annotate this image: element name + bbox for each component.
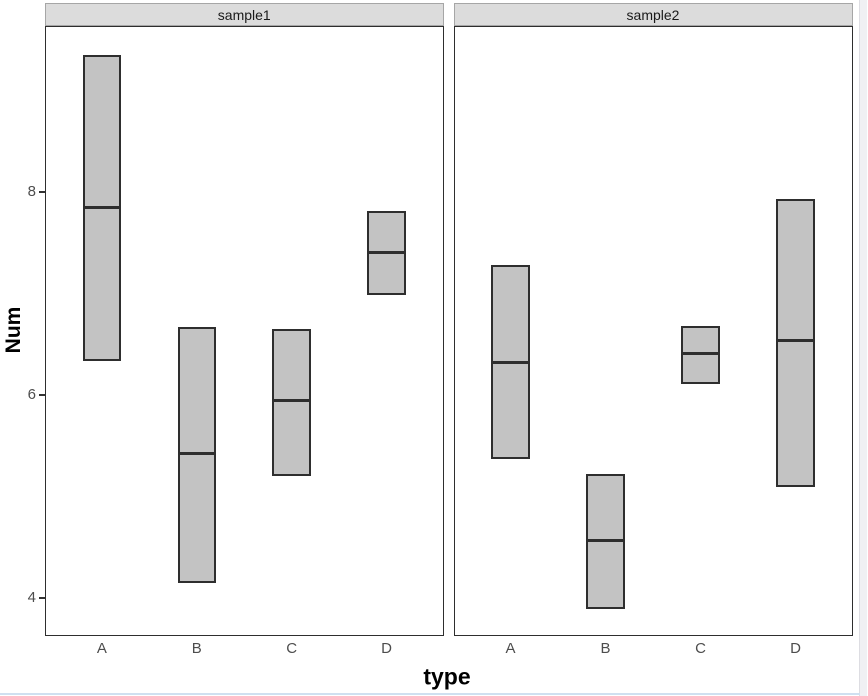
y-tick-mark [39, 596, 45, 599]
crossbar-midline [177, 452, 217, 456]
crossbar-sample1-C [272, 329, 311, 476]
facet-strip-label: sample2 [626, 6, 680, 23]
crossbar-midline [681, 351, 720, 355]
x-tick-label-sample1-A: A [96, 640, 107, 657]
y-tick-label: 4 [27, 588, 36, 606]
crossbar-midline [491, 360, 530, 364]
x-tick-label-sample2-D: D [790, 640, 801, 657]
crossbar-midline [367, 250, 406, 254]
x-tick-label-sample1-D: D [381, 640, 392, 657]
x-axis-title: type [423, 663, 471, 690]
crossbar-sample1-B [177, 327, 217, 584]
y-tick-label: 6 [27, 385, 36, 403]
pane-divider [0, 693, 860, 695]
crossbar-sample1-A [82, 54, 122, 362]
crossbar-midline [586, 539, 625, 543]
crossbar-midline [776, 338, 815, 342]
scrollbar-track[interactable] [859, 0, 867, 696]
x-tick-label-sample2-A: A [505, 640, 516, 657]
y-tick-mark [39, 393, 45, 396]
y-tick-mark [39, 191, 45, 194]
facet-strip-label: sample1 [217, 6, 271, 23]
y-axis-title: Num [2, 306, 25, 354]
crossbar-sample2-C [681, 326, 720, 384]
facet-strip-sample2: sample2 [453, 3, 853, 26]
crossbar-midline [272, 399, 311, 403]
x-tick-label-sample1-C: C [286, 640, 298, 657]
crossbar-sample2-D [776, 199, 815, 488]
x-tick-label-sample1-B: B [191, 640, 202, 657]
facet-strip-sample1: sample1 [45, 3, 444, 26]
x-tick-label-sample2-C: C [695, 640, 706, 657]
crossbar-sample1-D [367, 210, 406, 295]
crossbar-midline [82, 205, 122, 209]
crossbar-sample2-B [586, 473, 625, 609]
x-tick-label-sample2-B: B [600, 640, 611, 657]
crossbar-sample2-A [491, 265, 530, 459]
y-tick-label: 8 [27, 183, 36, 201]
